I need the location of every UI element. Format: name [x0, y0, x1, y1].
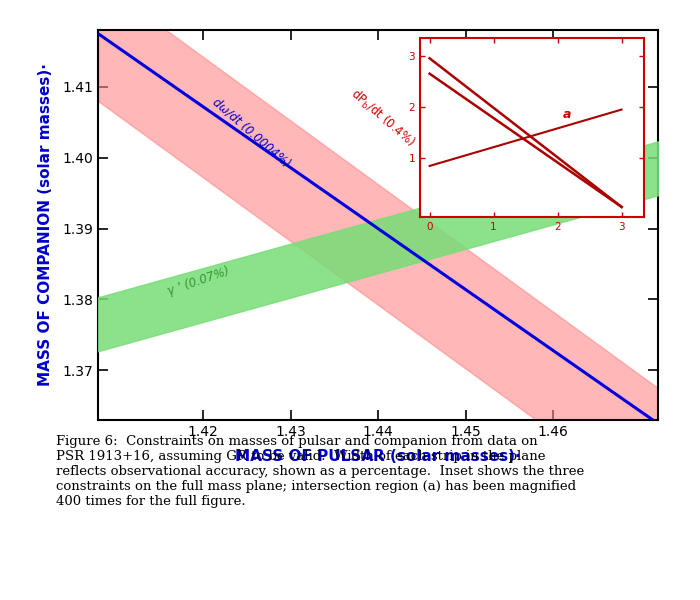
- X-axis label: MASS OF PULSAR (solar masses)·: MASS OF PULSAR (solar masses)·: [235, 449, 521, 464]
- Y-axis label: MASS OF COMPANION (solar masses)·: MASS OF COMPANION (solar masses)·: [38, 64, 52, 386]
- Text: Figure 6:  Constraints on masses of pulsar and companion from data on
PSR 1913+1: Figure 6: Constraints on masses of pulsa…: [56, 435, 584, 508]
- Text: $\mathrm{dP_b/dt\ (0.4\%)}$: $\mathrm{dP_b/dt\ (0.4\%)}$: [347, 86, 418, 151]
- Text: dω/dt (0.0004%): dω/dt (0.0004%): [209, 95, 293, 170]
- Text: γ ’ (0.07%): γ ’ (0.07%): [166, 265, 232, 298]
